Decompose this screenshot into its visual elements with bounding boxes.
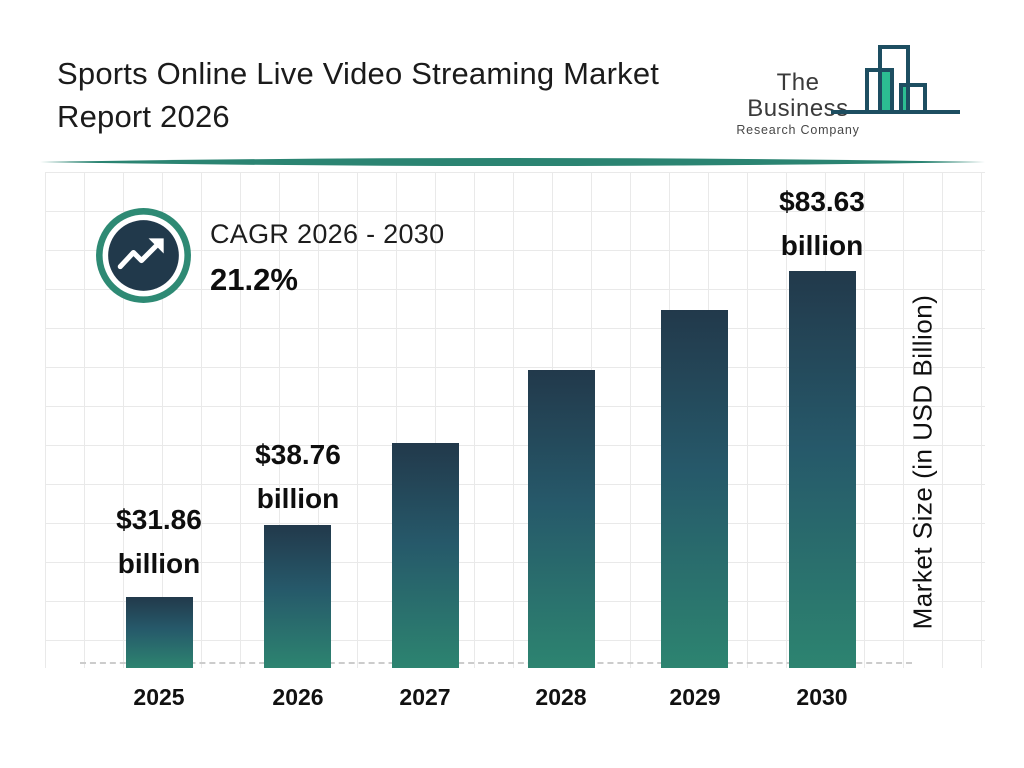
company-subtitle: Research Company (736, 123, 860, 137)
company-logo-text: The Business Research Company (727, 69, 869, 138)
company-logo-bars-icon (831, 45, 960, 114)
x-tick-2025: 2025 (133, 684, 185, 710)
y-axis-label: Market Size (in USD Billion) (907, 294, 938, 630)
page-title-line2: Report 2026 (57, 99, 230, 134)
page-title-line1: Sports Online Live Video Streaming Marke… (57, 56, 660, 91)
value-label-2025: $31.86 billion (116, 504, 202, 579)
x-tick-2028: 2028 (535, 684, 587, 710)
value-label-2030: $83.63 billion (779, 186, 865, 261)
divider-line (40, 158, 985, 166)
chart-area (45, 172, 985, 668)
bar-2029 (661, 310, 728, 668)
cagr-value: 21.2% (210, 262, 298, 297)
trend-up-badge-icon (96, 208, 191, 303)
page-title: Sports Online Live Video Streaming Marke… (57, 52, 717, 138)
company-name: The Business (747, 69, 849, 122)
x-axis-baseline (80, 662, 912, 664)
bar-2030 (789, 271, 856, 668)
cagr-label: CAGR 2026 - 2030 (210, 219, 445, 249)
x-tick-2026: 2026 (272, 684, 324, 710)
x-tick-2027: 2027 (399, 684, 451, 710)
x-tick-2029: 2029 (669, 684, 721, 710)
bar-2027 (392, 443, 459, 668)
value-label-2026: $38.76 billion (255, 439, 341, 514)
x-tick-2030: 2030 (796, 684, 848, 710)
bar-2026 (264, 525, 331, 668)
bar-2028 (528, 370, 595, 668)
bar-2025 (126, 597, 193, 668)
